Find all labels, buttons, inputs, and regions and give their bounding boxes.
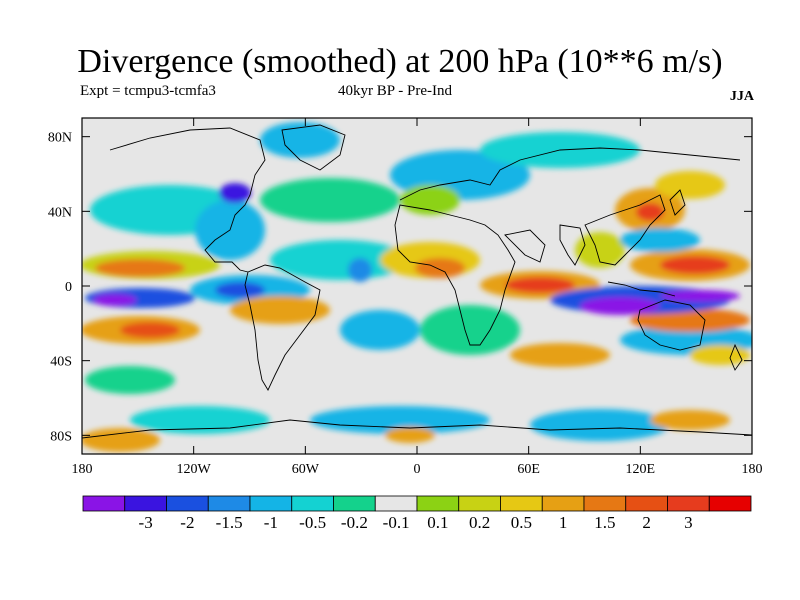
colorbar-label: 1.5 [594,513,615,532]
colorbar-swatch [667,495,710,512]
lon-tick-label: 120E [626,462,656,477]
season-label: JJA [729,89,754,104]
colorbar-label: 0.2 [469,513,490,532]
colorbar-swatch [166,495,209,512]
divergence-field [82,122,752,452]
colorbar-label: 1 [559,513,568,532]
colorbar-label: -0.1 [383,513,410,532]
colorbar-swatch [82,495,126,512]
colorbar-swatch [291,495,334,512]
colorbar-swatch [500,495,543,512]
colorbar-swatch [333,495,376,512]
colorbar-label: -0.5 [299,513,326,532]
colorbar-label: 0.1 [427,513,448,532]
colorbar-label: -1 [264,513,278,532]
lon-tick-label: 120W [177,462,212,477]
lat-tick-label: 0 [65,280,72,295]
lon-tick-label: 60E [517,462,540,477]
lat-tick-label: 80N [48,131,72,146]
colorbar-swatch [374,495,418,512]
colorbar-swatch [541,495,585,512]
colorbar-swatch [416,495,460,512]
experiment-label: Expt = tcmpu3-tcmfa3 [80,83,216,99]
period-label: 40kyr BP - Pre-Ind [338,83,453,99]
lat-tick-label: 80S [50,429,72,444]
lon-tick-label: 180 [742,462,763,477]
colorbar-swatch [458,495,501,512]
colorbar-label: 3 [684,513,693,532]
colorbar-swatch [207,495,251,512]
colorbar: -3 -2 -1.5 -1 -0.5 -0.2 -0.1 0.1 0.2 0.5 1 1.5 2 3 [82,495,752,532]
colorbar-swatch [708,495,752,512]
colorbar-swatch [583,495,627,512]
colorbar-label: -3 [139,513,153,532]
lat-tick-label: 40N [48,205,72,220]
colorbar-swatch [249,495,293,512]
lon-tick-label: 0 [414,462,421,477]
colorbar-label: -1.5 [216,513,243,532]
map-title: Divergence (smoothed) at 200 hPa (10**6 … [77,43,723,80]
colorbar-label: -2 [180,513,194,532]
colorbar-label: -0.2 [341,513,368,532]
colorbar-label: 2 [642,513,651,532]
lon-tick-label: 60W [292,462,320,477]
coastlines [82,124,752,439]
axis-ticks: 80N 40N 0 40S 80S 180 120W 60W 0 60E 120E 180 [48,118,763,477]
lon-tick-label: 180 [72,462,93,477]
colorbar-swatch [625,495,668,512]
lat-tick-label: 40S [50,355,72,370]
colorbar-swatch [124,495,167,512]
colorbar-label: 0.5 [511,513,532,532]
